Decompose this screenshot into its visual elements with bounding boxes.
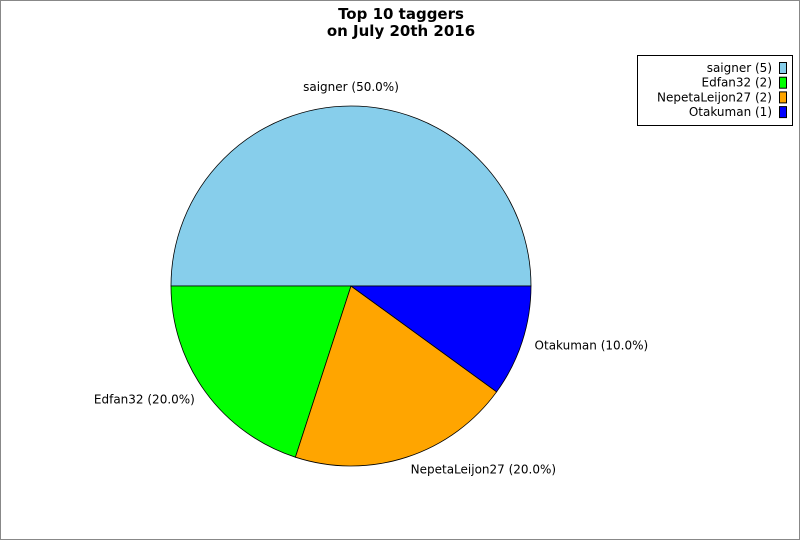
legend-label-Edfan32: Edfan32 (2)	[702, 76, 772, 90]
pie-slice-Edfan32	[170, 285, 352, 458]
legend-swatch-NepetaLeijon27	[779, 91, 787, 104]
slice-label-NepetaLeijon27: NepetaLeijon27 (20.0%)	[411, 463, 556, 477]
legend: saigner (5)Edfan32 (2)NepetaLeijon27 (2)…	[637, 55, 793, 126]
slice-label-Otakuman: Otakuman (10.0%)	[535, 339, 649, 353]
legend-box	[637, 55, 793, 126]
slice-label-Edfan32: Edfan32 (20.0%)	[94, 392, 195, 406]
chart-title-line-2: on July 20th 2016	[327, 22, 475, 40]
pie-slice-NepetaLeijon27	[294, 285, 498, 467]
legend-swatch-Otakuman	[779, 106, 787, 119]
pie-slice-Otakuman	[349, 285, 532, 393]
slice-label-saigner: saigner (50.0%)	[303, 80, 399, 94]
legend-swatch-saigner	[779, 62, 787, 74]
legend-label-NepetaLeijon27: NepetaLeijon27 (2)	[657, 90, 772, 104]
legend-label-saigner: saigner (5)	[707, 61, 772, 75]
chart-title-line-1: Top 10 taggers	[338, 5, 464, 23]
pie-slice-saigner	[170, 105, 532, 287]
legend-label-Otakuman: Otakuman (1)	[689, 105, 772, 119]
legend-swatch-Edfan32	[779, 76, 787, 89]
